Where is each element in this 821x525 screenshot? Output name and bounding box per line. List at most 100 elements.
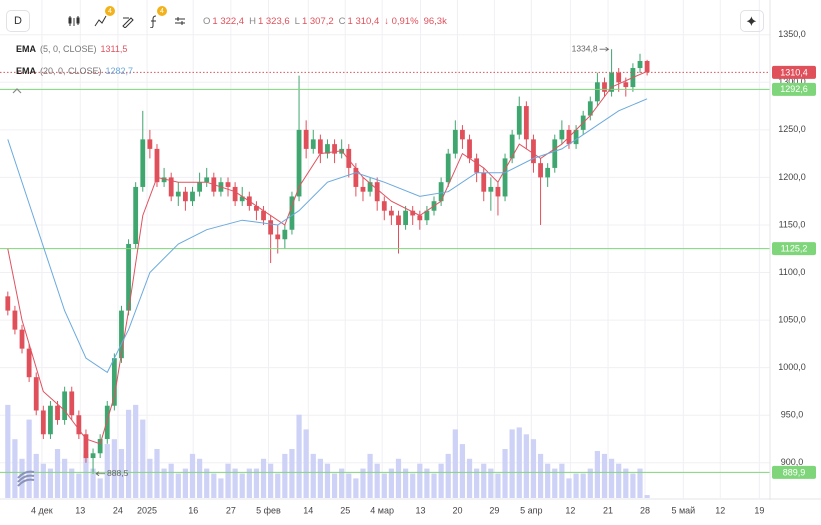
- candle-body: [254, 205, 259, 211]
- candle-body: [161, 177, 167, 183]
- interval-button[interactable]: D: [6, 10, 30, 32]
- candle-body: [48, 405, 53, 435]
- draw-button[interactable]: [116, 10, 140, 32]
- candle-body: [374, 182, 380, 202]
- candle-body: [282, 229, 288, 240]
- volume-bar: [580, 473, 586, 498]
- y-tick-label: 1300,0: [778, 77, 806, 87]
- volume-bar: [5, 404, 11, 498]
- annotation-arrow: [95, 471, 106, 477]
- x-tick-label: 28: [640, 505, 650, 515]
- volume-bar: [54, 449, 61, 498]
- volume-bar: [12, 439, 18, 498]
- legend-item: EMA (20, 0, CLOSE) 1282,7: [16, 66, 133, 76]
- candle-body: [587, 101, 593, 116]
- candle-body: [33, 377, 39, 411]
- icon: [122, 17, 134, 28]
- candle-body: [111, 358, 117, 406]
- volume-bar: [623, 468, 629, 498]
- settings-button[interactable]: [168, 10, 192, 32]
- candle-body: [69, 391, 75, 416]
- volume-bar: [239, 473, 245, 498]
- y-tick-label: 1350,0: [778, 29, 806, 39]
- volume-bar: [62, 458, 68, 498]
- volume-bar: [268, 463, 274, 498]
- candle-body: [261, 210, 266, 221]
- candle-body: [133, 186, 139, 245]
- volume-bar: [90, 468, 96, 498]
- y-tick-label: 1200,0: [778, 172, 806, 182]
- indicators-button[interactable]: [88, 10, 112, 32]
- collapse-icon[interactable]: [12, 88, 22, 94]
- volume-bar: [594, 450, 600, 498]
- candle-body: [388, 210, 394, 216]
- volume-bar: [47, 468, 54, 498]
- x-tick-label: 2025: [137, 505, 157, 515]
- candle-body: [55, 405, 60, 420]
- candle-body: [175, 191, 181, 197]
- volume-bar: [111, 439, 117, 498]
- icon: [68, 16, 80, 26]
- candle-body: [445, 153, 451, 183]
- volume-bar: [559, 463, 565, 498]
- ohlc-value: 1 307,2: [301, 15, 334, 27]
- candle-body: [346, 148, 352, 168]
- candle-body: [573, 129, 579, 145]
- volume-bar: [402, 468, 409, 498]
- volume-bar: [339, 468, 345, 498]
- candle-body: [424, 210, 430, 221]
- candle-body: [76, 415, 82, 435]
- volume-bar: [189, 453, 196, 498]
- volume-bar: [353, 478, 359, 498]
- candle-body: [225, 182, 231, 187]
- candle-body: [289, 196, 295, 230]
- volume-bar: [424, 468, 430, 498]
- candle-body: [559, 129, 565, 140]
- chart-type-button[interactable]: [62, 10, 86, 32]
- volume-bar: [488, 468, 494, 498]
- candle-body: [488, 186, 494, 192]
- volume-bar: [502, 449, 508, 498]
- volume-bar: [147, 458, 153, 498]
- icon: [94, 15, 107, 27]
- candle-body: [325, 144, 330, 154]
- candle-body: [644, 60, 650, 73]
- candle-body: [19, 329, 25, 349]
- candle-body: [396, 215, 401, 225]
- indicator-line: [7, 70, 648, 445]
- x-tick-label: 20: [452, 505, 462, 515]
- change: ↓ 0,91%: [384, 15, 419, 27]
- candle-body: [538, 163, 543, 178]
- volume-bar: [168, 463, 174, 498]
- volume-bar: [637, 468, 643, 498]
- volume-bar: [204, 468, 210, 498]
- candle-body: [623, 82, 629, 88]
- volume-bar: [125, 409, 132, 498]
- volume-bar: [388, 468, 394, 498]
- volume-bar: [346, 473, 352, 498]
- ai-button[interactable]: [740, 10, 764, 32]
- volume-bar: [545, 463, 551, 498]
- formula-button[interactable]: [142, 10, 166, 32]
- volume-bar: [303, 429, 309, 498]
- volume-bar: [26, 419, 32, 498]
- candle-body: [516, 106, 522, 135]
- volume-bar: [182, 468, 188, 498]
- volume-bar: [644, 495, 650, 498]
- ohlc-key: H: [249, 15, 256, 27]
- x-tick-label: 12: [565, 505, 575, 515]
- y-tick-label: 1000,0: [778, 362, 806, 372]
- badge: 4: [157, 6, 167, 16]
- candle-body: [353, 167, 359, 187]
- legend-name: EMA: [16, 66, 36, 76]
- candle-body: [417, 215, 423, 221]
- logo-mark: [17, 470, 35, 487]
- volume-bar: [83, 453, 89, 498]
- y-tick-label: 1250,0: [778, 124, 806, 134]
- x-tick-label: 19: [754, 505, 764, 515]
- level-label: 1292,6: [780, 84, 808, 94]
- volume-bar: [69, 468, 75, 498]
- last-price-tag: [772, 65, 816, 79]
